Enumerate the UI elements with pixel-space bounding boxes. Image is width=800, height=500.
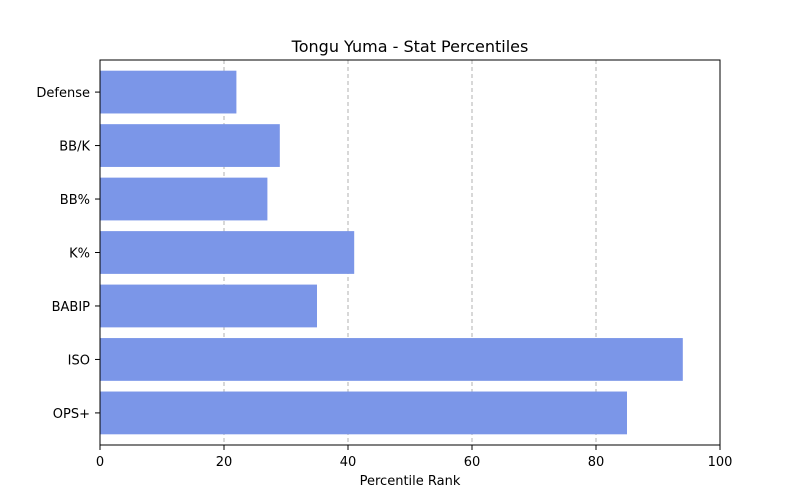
- y-axis-ticks: OPS+ ISO BABIP K% BB% BB/K Defense: [36, 86, 100, 422]
- bar-iso: [100, 338, 683, 381]
- x-tick-label: 80: [588, 455, 605, 470]
- y-tick-label: BB/K: [59, 140, 90, 155]
- x-tick-label: 40: [340, 455, 357, 470]
- y-tick-label: ISO: [68, 353, 90, 368]
- x-tick-label: 100: [708, 455, 733, 470]
- bar-k-: [100, 231, 355, 274]
- chart-title: Tongu Yuma - Stat Percentiles: [291, 37, 529, 56]
- y-tick-label: BB%: [60, 193, 90, 208]
- y-tick-label: K%: [69, 247, 90, 262]
- x-axis-ticks: 0 20 40 60 80 100: [96, 445, 733, 470]
- y-tick-label: Defense: [36, 86, 90, 101]
- x-axis-label: Percentile Rank: [360, 474, 461, 489]
- y-tick-label: BABIP: [52, 300, 91, 315]
- bar-defense: [100, 70, 237, 114]
- bar-ops-: [100, 391, 627, 435]
- x-tick-label: 20: [216, 455, 233, 470]
- bar-bb-: [100, 177, 268, 221]
- bars: [100, 70, 683, 435]
- x-tick-label: 60: [464, 455, 481, 470]
- y-tick-label: OPS+: [53, 407, 90, 422]
- bar-bb-k: [100, 124, 280, 167]
- x-tick-label: 0: [96, 455, 104, 470]
- bar-babip: [100, 284, 317, 328]
